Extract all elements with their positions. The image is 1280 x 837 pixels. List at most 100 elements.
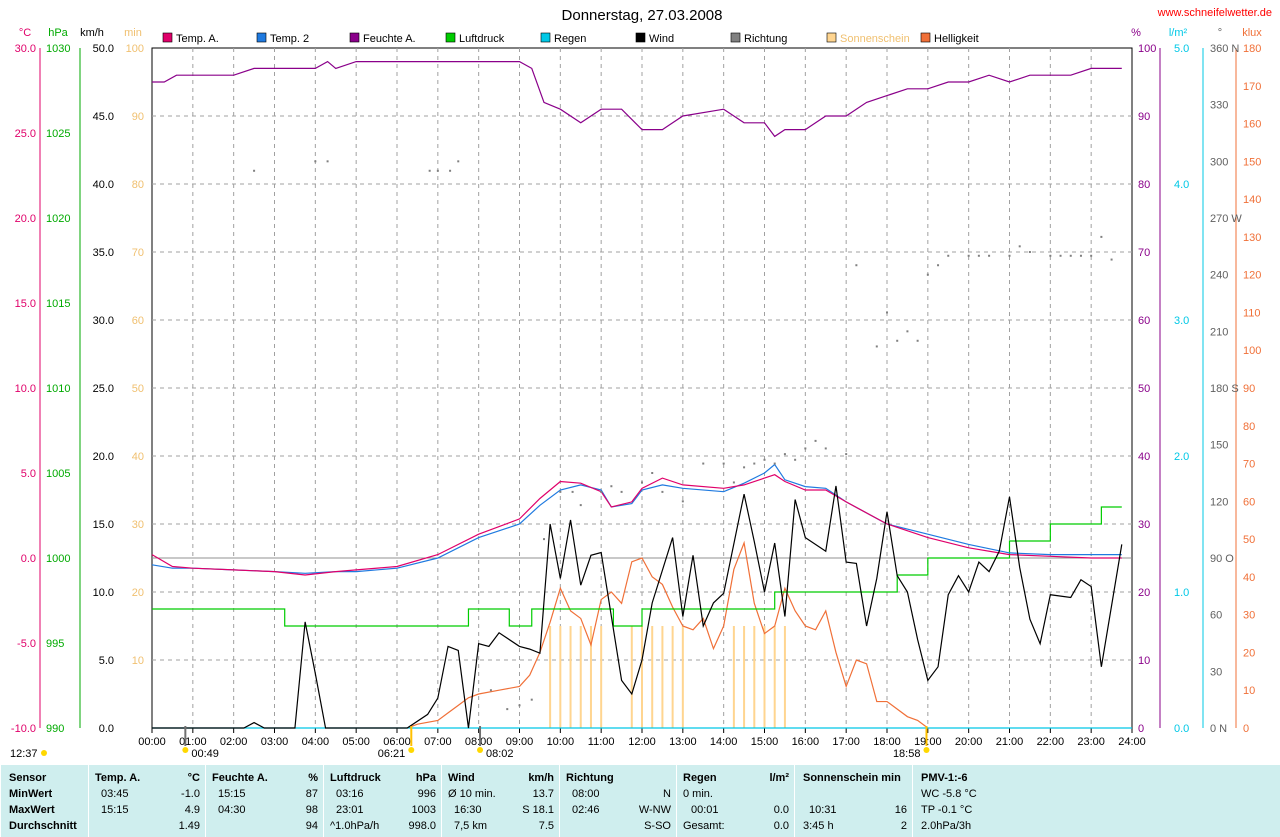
left-axes: 30.025.020.015.010.05.00.0-5.0-10.010301… [11,43,144,735]
direction-max-time: 02:46 [572,804,600,816]
humidity-tick: 90 [1138,111,1150,123]
stats-col-temp: Temp. A. °C 03:45 -1.0 15:15 4.9 1.49 [88,765,206,837]
temp-tick: 25.0 [15,128,36,140]
x-tick-label: 01:00 [179,736,207,748]
direction-point [530,698,533,701]
direction-point [489,689,492,692]
stats-col-rain: Regen l/m² 0 min. 00:01 0.0 Gesamt: 0.0 [676,765,795,837]
pressure-max-value: 1003 [411,804,436,816]
temp-tick: -5.0 [17,638,36,650]
plot-area [151,60,1132,729]
legend-swatch [730,32,741,43]
pressure-min-time: 03:16 [336,788,364,800]
direction-point [1028,251,1031,253]
rain-tick: 2.0 [1174,451,1189,463]
brightness-tick: 20 [1243,647,1255,659]
wind-tick: 20.0 [93,451,114,463]
x-tick-label: 17:00 [832,736,860,748]
direction-min-time: 08:00 [572,788,600,800]
legend-swatch [256,32,267,43]
direction-point [824,447,827,450]
direction-point [641,481,643,484]
sunrise-label: 06:21 [378,748,406,760]
direction-point [1100,235,1103,238]
direction-point [436,169,439,172]
direction-point [600,490,603,493]
stats-panel: Sensor MinWert MaxWert Durchschnitt Temp… [0,765,1280,837]
sun-tick: 60 [132,315,144,327]
direction-tick: 330 [1210,100,1228,112]
humidity-unit: % [1131,27,1141,39]
sun-unit: min [124,27,142,39]
x-tick-label: 14:00 [710,736,738,748]
sun-tick: 30 [132,519,144,531]
time-markers: 00:49 06:21 08:02 18:58 12:37 [10,726,930,760]
website-url[interactable]: www.schneifelwetter.de [1157,7,1272,19]
moonset-label: 00:49 [191,748,219,760]
x-tick-label: 18:00 [873,736,901,748]
stats-col-sensor: Sensor MinWert MaxWert Durchschnitt [0,765,89,837]
stats-label-max: MaxWert [9,804,55,816]
humidity-max-time: 04:30 [218,804,246,816]
chart-title: Donnerstag, 27.03.2008 [562,7,723,24]
direction-point [845,453,848,456]
x-axis: 00:00 01:00 02:00 03:00 04:00 05:00 06:00 07:00… [138,728,1146,748]
stats-header-direction: Richtung [566,772,614,784]
direction-min-value: N [663,788,671,800]
x-tick-label: 06:00 [383,736,411,748]
rain-max-time: 00:01 [691,804,719,816]
legend-swatch [920,32,931,43]
legend-swatch [635,32,646,43]
direction-point [794,458,797,461]
direction-point [610,485,613,488]
brightness-tick: 150 [1243,156,1261,168]
right-axes: 10090807060504030201005.04.03.02.01.00.0… [1138,43,1261,735]
stats-col-direction: Richtung 08:00 N 02:46 W-NW S-SO [559,765,677,837]
direction-point [702,462,705,465]
direction-point [773,462,776,465]
culmination-label: 12:37 [10,748,38,760]
x-tick-label: 05:00 [342,736,370,748]
pressure-min-value: 996 [417,788,436,800]
humidity-min-value: 87 [305,788,318,800]
pressure-line [152,506,1122,627]
wind-tick: 40.0 [93,179,114,191]
direction-point [967,254,970,257]
stats-col-wind: Wind km/h Ø 10 min. 13.7 16:30 S 18.1 7,5 k… [441,765,560,837]
legend-label: Regen [554,33,586,45]
direction-point [1110,258,1113,261]
stats-header-pmv: PMV-1:-6 [921,772,968,784]
brightness-tick: 0 [1243,723,1249,735]
x-tick-label: 07:00 [424,736,452,748]
rain-total-value: 0.0 [773,820,789,832]
sun-tick: 20 [132,587,144,599]
rain-total-label: Gesamt: [683,820,725,832]
direction-point [449,169,452,172]
wind-tick: 0.0 [99,723,114,735]
wind-unit: km/h [80,27,104,39]
sun-tick: 10 [132,655,144,667]
stats-col-humidity: Feuchte A.% 15:15 87 04:30 98 94 [205,765,324,837]
temp-unit: °C [19,27,31,39]
legend-swatch [162,32,173,43]
rain-tick: 0.0 [1174,723,1189,735]
rain-tick: 3.0 [1174,315,1189,327]
brightness-tick: 80 [1243,421,1255,433]
direction-point [896,339,899,342]
direction-tick: 270 W [1210,213,1242,225]
brightness-tick: 60 [1243,496,1255,508]
temp-avg-value: 1.49 [178,820,200,832]
wind-tick: 45.0 [93,111,114,123]
brightness-tick: 140 [1243,194,1261,206]
moonset-icon [182,747,189,753]
brightness-tick: 40 [1243,572,1255,584]
humidity-tick: 40 [1138,451,1150,463]
wind-tick: 35.0 [93,247,114,259]
stats-col-pmv: PMV-1:-6 WC -5.8 °C TP -0.1 °C 2.0hPa/3h [912,765,1280,837]
x-tick-label: 24:00 [1118,736,1146,748]
temp-tick: 20.0 [15,213,36,225]
direction-point [661,490,664,493]
stats-header-rain: Regen [683,772,717,784]
x-tick-label: 21:00 [996,736,1024,748]
x-tick-label: 03:00 [261,736,289,748]
